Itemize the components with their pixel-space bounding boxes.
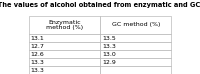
Text: Table 1: The values of alcohol obtained from enzymatic and GC methods: Table 1: The values of alcohol obtained …: [0, 2, 200, 8]
